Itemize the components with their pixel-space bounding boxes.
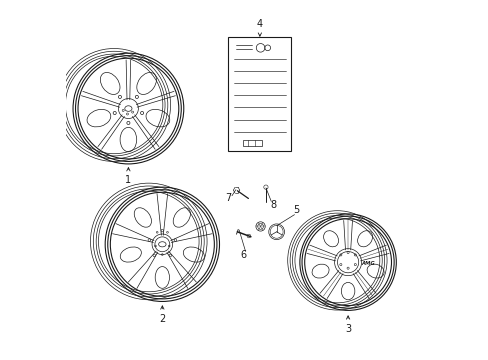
Text: 8: 8 [269,200,276,210]
Text: 6: 6 [240,250,246,260]
Text: 4: 4 [256,19,263,36]
Text: 1: 1 [125,168,131,185]
Bar [242,140,262,146]
Bar [228,37,290,152]
Text: 2: 2 [159,306,165,324]
Text: 7: 7 [225,193,231,203]
Text: 3: 3 [345,316,350,334]
Text: AMG: AMG [361,261,374,266]
Text: 5: 5 [293,205,299,215]
